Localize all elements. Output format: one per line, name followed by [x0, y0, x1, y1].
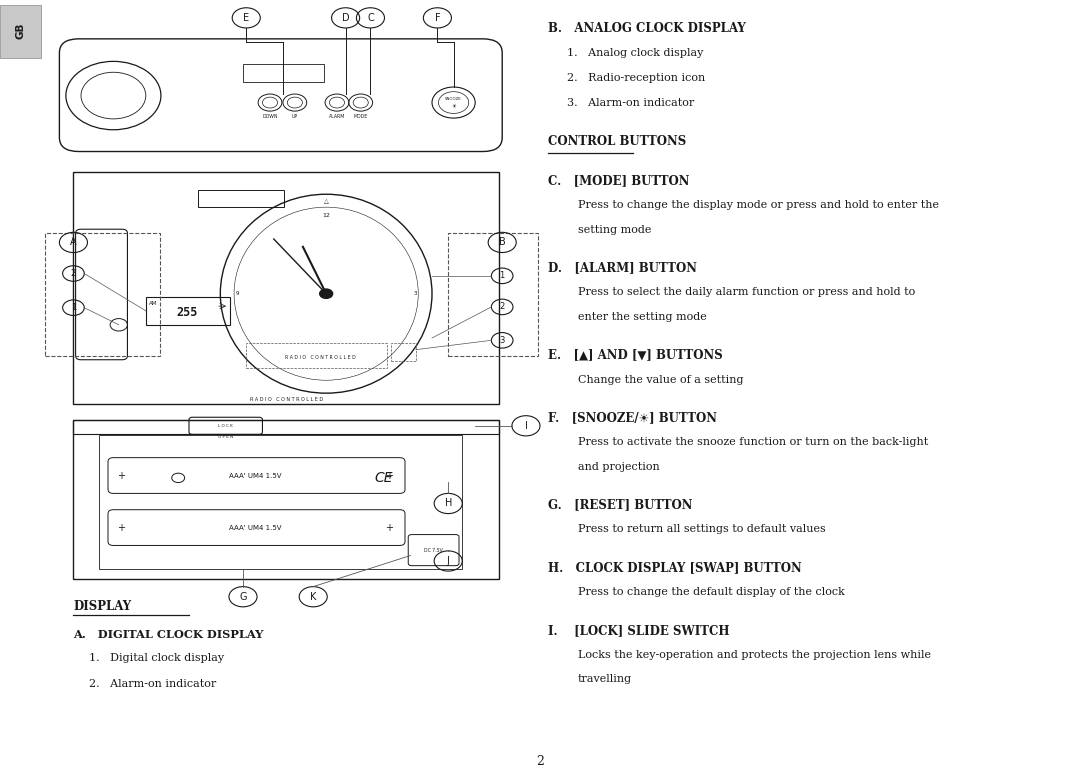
Text: 1: 1 — [71, 303, 76, 312]
Text: AAA' UM4 1.5V: AAA' UM4 1.5V — [229, 524, 281, 531]
Text: 2.   Alarm-on indicator: 2. Alarm-on indicator — [89, 679, 216, 689]
Text: 2: 2 — [500, 302, 504, 312]
Text: and projection: and projection — [578, 462, 660, 472]
Text: 3: 3 — [414, 291, 417, 296]
Text: Press to select the daily alarm function or press and hold to: Press to select the daily alarm function… — [578, 287, 915, 298]
Text: 2: 2 — [71, 269, 76, 278]
Text: CONTROL BUTTONS: CONTROL BUTTONS — [548, 135, 686, 148]
Text: I: I — [525, 421, 527, 430]
Text: 2: 2 — [536, 755, 544, 768]
Text: 3: 3 — [500, 336, 504, 345]
Text: 1.   Digital clock display: 1. Digital clock display — [89, 653, 224, 663]
Text: I.    [LOCK] SLIDE SWITCH: I. [LOCK] SLIDE SWITCH — [548, 624, 729, 637]
Text: C: C — [367, 13, 374, 23]
Text: △: △ — [324, 198, 328, 204]
Text: 255: 255 — [176, 306, 198, 319]
Text: +: + — [117, 471, 125, 480]
Text: 3.   Alarm-on indicator: 3. Alarm-on indicator — [567, 98, 694, 108]
Circle shape — [320, 289, 333, 298]
Text: +: + — [117, 523, 125, 532]
Text: 1.   Analog clock display: 1. Analog clock display — [567, 48, 703, 58]
Text: MODE: MODE — [353, 114, 368, 119]
Text: C.   [MODE] BUTTON: C. [MODE] BUTTON — [548, 174, 689, 187]
Text: H: H — [445, 499, 451, 508]
Text: A.   DIGITAL CLOCK DISPLAY: A. DIGITAL CLOCK DISPLAY — [73, 629, 264, 640]
Text: O P E N: O P E N — [218, 435, 233, 439]
Text: ☀: ☀ — [451, 104, 456, 109]
Text: Press to change the default display of the clock: Press to change the default display of t… — [578, 587, 845, 598]
Text: enter the setting mode: enter the setting mode — [578, 312, 706, 322]
Text: L O C K: L O C K — [218, 423, 233, 428]
Text: UP: UP — [292, 114, 298, 119]
Text: F: F — [434, 13, 441, 23]
FancyBboxPatch shape — [0, 5, 41, 58]
Text: R A D I O   C O N T R O L L E D: R A D I O C O N T R O L L E D — [249, 397, 323, 402]
Text: CE: CE — [374, 471, 393, 485]
Text: Locks the key-operation and protects the projection lens while: Locks the key-operation and protects the… — [578, 650, 931, 660]
Text: 2.   Radio-reception icon: 2. Radio-reception icon — [567, 73, 705, 83]
Text: 1: 1 — [500, 271, 504, 280]
Text: DISPLAY: DISPLAY — [73, 600, 132, 613]
Text: E: E — [243, 13, 249, 23]
Text: R A D I O   C O N T R O L L E D: R A D I O C O N T R O L L E D — [285, 355, 356, 360]
Text: G.   [RESET] BUTTON: G. [RESET] BUTTON — [548, 498, 692, 511]
Text: ALARM: ALARM — [328, 114, 346, 119]
Text: SNOOZE: SNOOZE — [445, 97, 462, 102]
Text: travelling: travelling — [578, 674, 632, 685]
Text: +: + — [384, 471, 393, 480]
Text: +: + — [384, 523, 393, 532]
Text: setting mode: setting mode — [578, 225, 651, 235]
Text: AM: AM — [149, 301, 158, 305]
Text: AAA' UM4 1.5V: AAA' UM4 1.5V — [229, 472, 281, 479]
Text: DC 7.5V: DC 7.5V — [423, 548, 443, 552]
Text: D: D — [341, 13, 350, 23]
Text: F.   [SNOOZE/☀] BUTTON: F. [SNOOZE/☀] BUTTON — [548, 411, 716, 424]
Text: 12: 12 — [322, 213, 330, 218]
Text: 9: 9 — [235, 291, 239, 296]
Text: GB: GB — [15, 23, 26, 40]
Text: K: K — [310, 592, 316, 601]
Text: A: A — [70, 238, 77, 247]
Text: E.   [▲] AND [▼] BUTTONS: E. [▲] AND [▼] BUTTONS — [548, 348, 723, 361]
Text: D.   [ALARM] BUTTON: D. [ALARM] BUTTON — [548, 261, 697, 274]
Text: Press to activate the snooze function or turn on the back-light: Press to activate the snooze function or… — [578, 437, 928, 448]
Text: G: G — [240, 592, 246, 601]
Text: J: J — [447, 556, 449, 566]
Text: B.   ANALOG CLOCK DISPLAY: B. ANALOG CLOCK DISPLAY — [548, 22, 745, 35]
Text: DOWN: DOWN — [262, 114, 278, 119]
Text: B: B — [499, 238, 505, 247]
Text: Press to change the display mode or press and hold to enter the: Press to change the display mode or pres… — [578, 200, 939, 211]
Text: H.   CLOCK DISPLAY [SWAP] BUTTON: H. CLOCK DISPLAY [SWAP] BUTTON — [548, 561, 801, 574]
Text: Press to return all settings to default values: Press to return all settings to default … — [578, 524, 825, 535]
Text: Change the value of a setting: Change the value of a setting — [578, 375, 743, 385]
